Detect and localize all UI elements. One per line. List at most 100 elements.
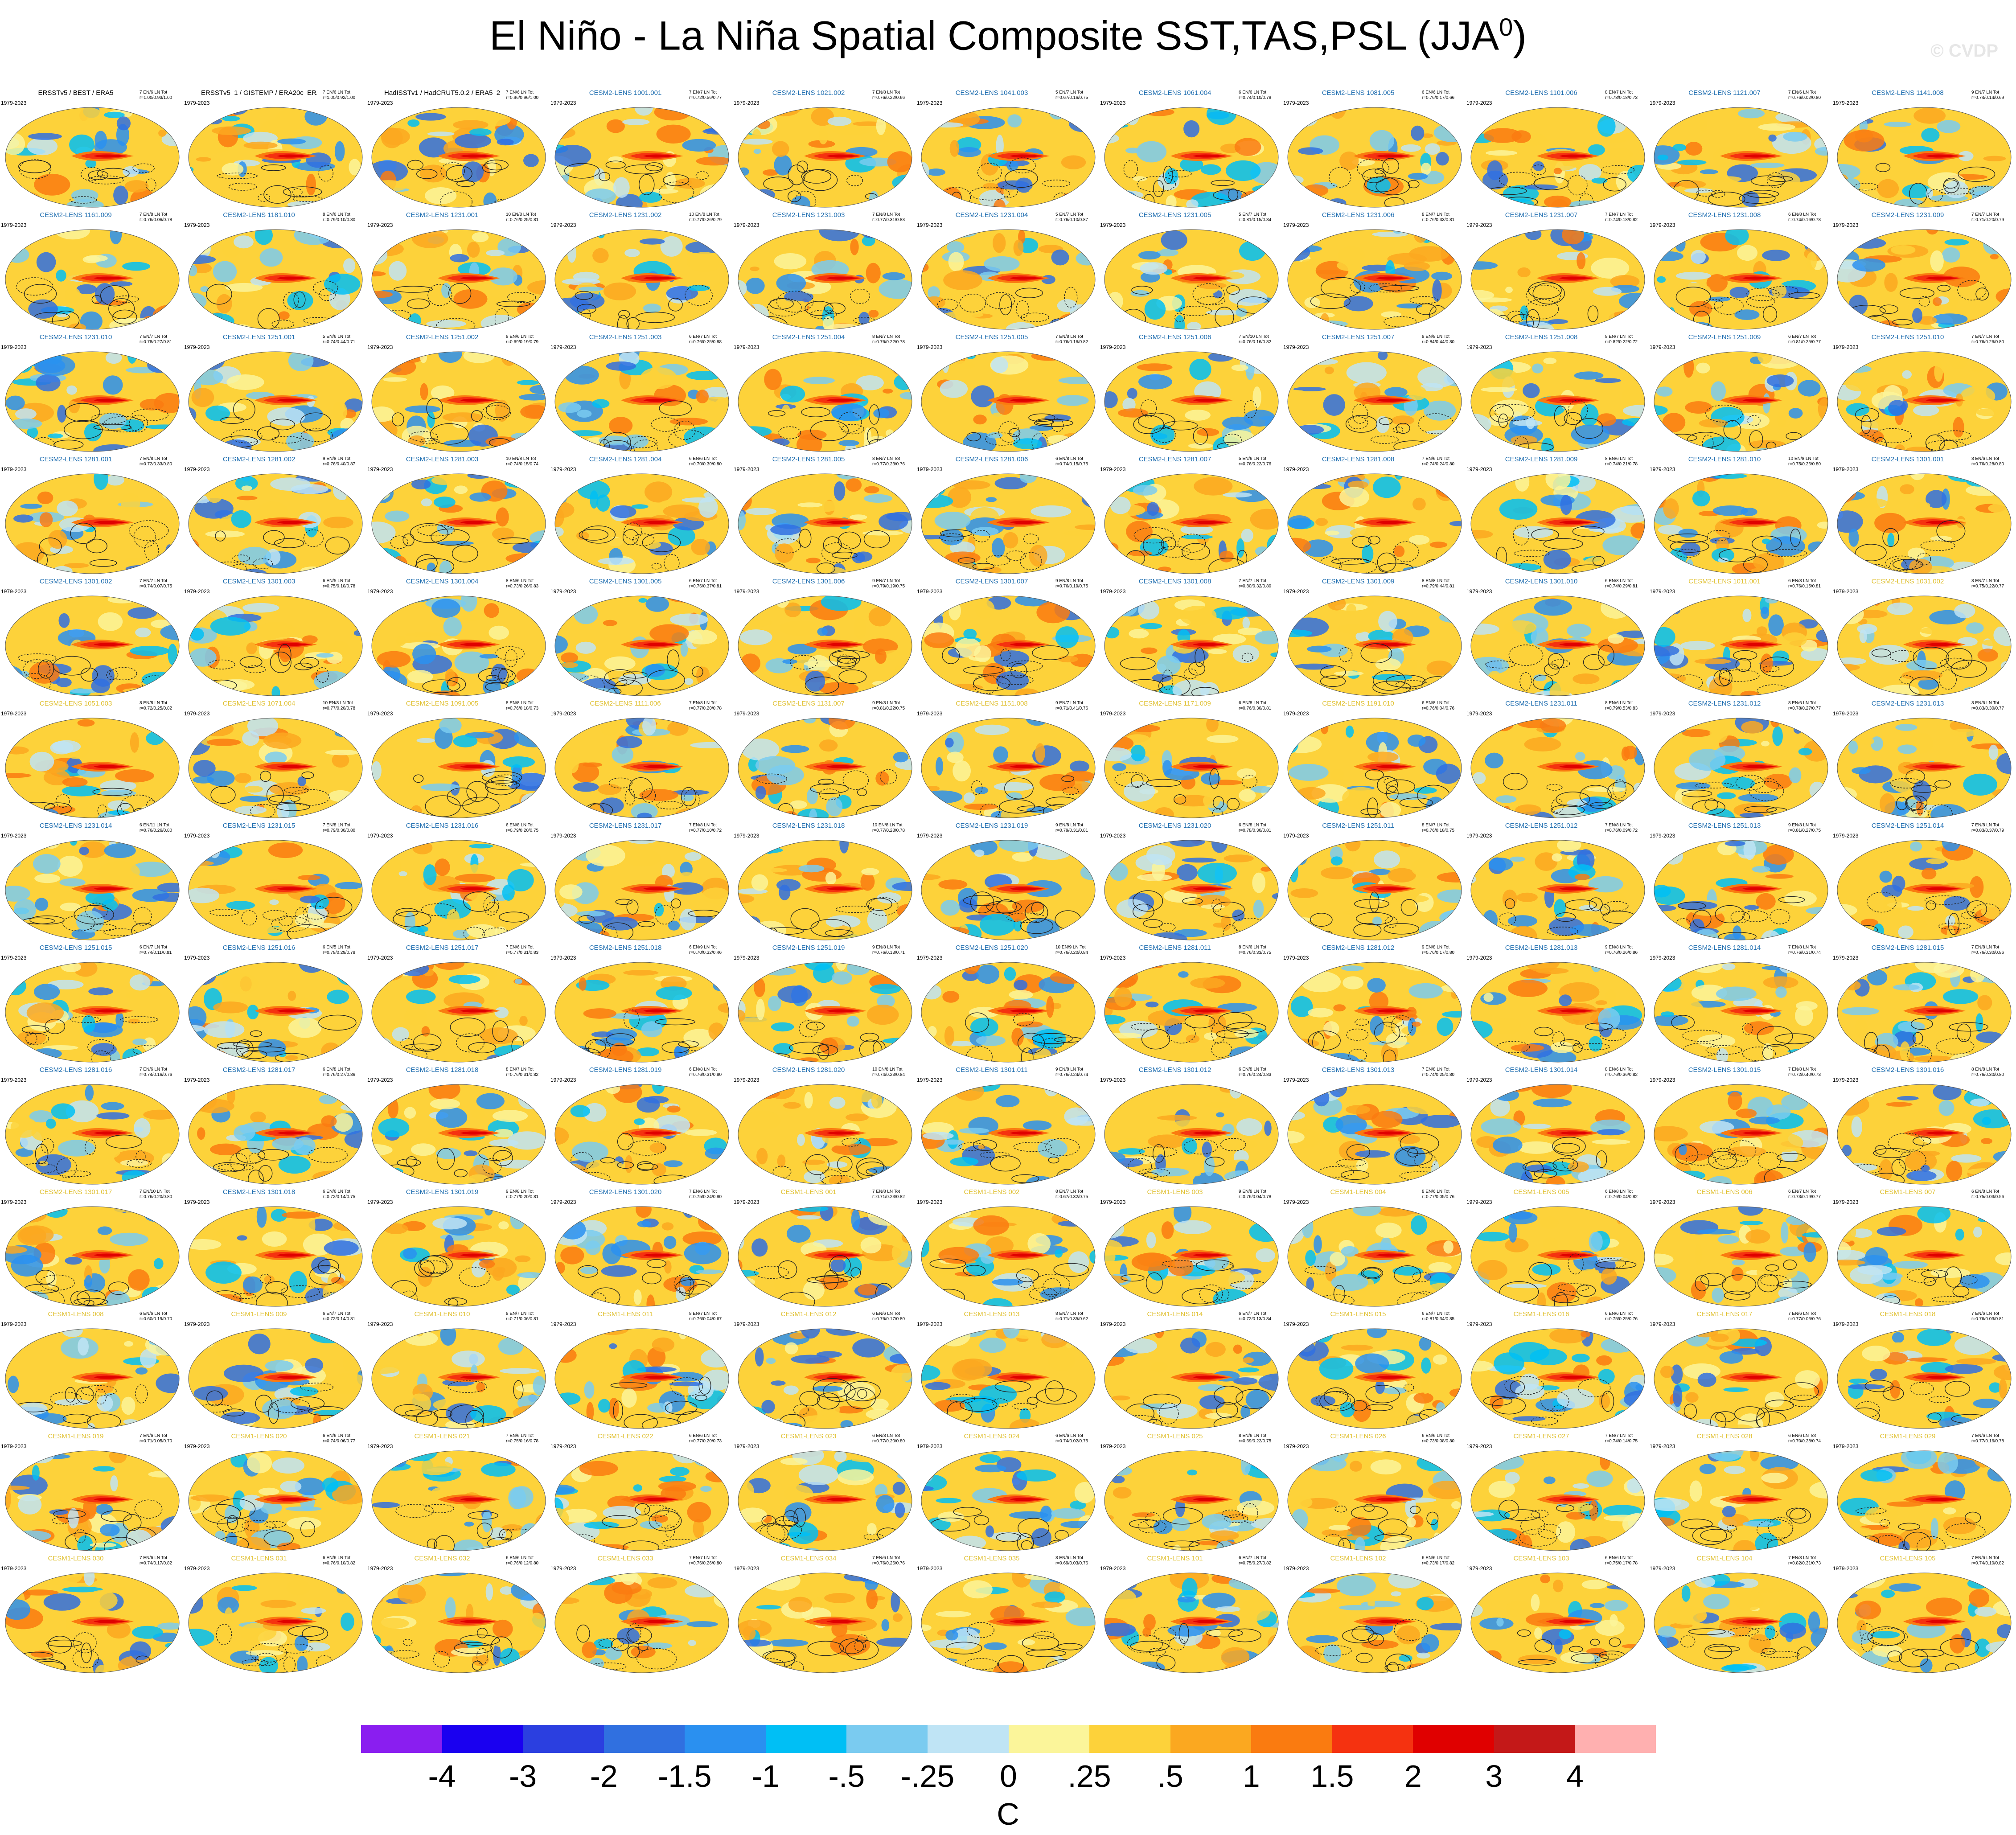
panel-stats: 6 EN/8 LN Tot r=0.75/0.03/0.56 [1971, 1189, 2004, 1199]
map-panel: CESM1-LENS 018 1979-2023 7 EN/6 LN Tot r=0… [1832, 1310, 2015, 1433]
composite-map [1837, 107, 2012, 208]
panel-period: 1979-2023 [1650, 588, 1675, 595]
panel-stats: 7 EN/8 LN Tot r=0.76/0.06/0.78 [140, 212, 172, 222]
panel-title: CESM2-LENS 1251.016 [222, 944, 296, 952]
panel-stats: 6 EN/8 LN Tot r=0.76/0.30/0.81 [1239, 701, 1272, 711]
panel-title: CESM2-LENS 1231.004 [955, 211, 1028, 219]
panel-stats: 8 EN/6 LN Tot r=0.76/0.33/0.75 [1239, 945, 1272, 955]
panel-period: 1979-2023 [1, 1321, 27, 1327]
panel-title: CESM2-LENS 1251.002 [406, 333, 479, 341]
panel-title: CESM2-LENS 1231.010 [39, 333, 112, 341]
composite-map [1654, 229, 1828, 330]
panel-stats: 5 EN/7 LN Tot r=0.81/0.15/0.84 [1239, 212, 1272, 222]
panel-stats: 6 EN/6 LN Tot r=0.74/0.10/0.78 [1239, 90, 1272, 100]
map-panel: CESM1-LENS 023 1979-2023 6 EN/8 LN Tot r=0… [733, 1433, 916, 1555]
map-panel: CESM1-LENS 105 1979-2023 7 EN/6 LN Tot r=0… [1832, 1555, 2015, 1677]
composite-map [1654, 1450, 1828, 1551]
panel-title: CESM2-LENS 1171.009 [1139, 700, 1211, 707]
map-panel: CESM2-LENS 1281.017 1979-2023 6 EN/8 LN To… [183, 1066, 366, 1188]
map-panel: CESM2-LENS 1231.015 1979-2023 7 EN/8 LN To… [183, 822, 366, 944]
composite-map [738, 1206, 912, 1307]
map-panel: CESM2-LENS 1251.015 1979-2023 6 EN/7 LN To… [0, 944, 183, 1066]
composite-map [1104, 962, 1279, 1063]
colorbar-tick-label: -2 [590, 1759, 618, 1794]
panel-period: 1979-2023 [1466, 1077, 1492, 1083]
panel-stats: 10 EN/8 LN Tot r=0.76/0.25/0.81 [506, 212, 539, 222]
colorbar-swatch [1494, 1725, 1575, 1753]
composite-map [5, 1084, 180, 1185]
panel-stats: 7 EN/8 LN Tot r=0.77/0.10/0.72 [689, 823, 722, 833]
panel-period: 1979-2023 [1466, 1565, 1492, 1572]
map-panel: CESM2-LENS 1301.006 1979-2023 9 EN/7 LN To… [733, 578, 916, 700]
map-panel: CESM1-LENS 014 1979-2023 6 EN/7 LN Tot r=0… [1099, 1310, 1282, 1433]
panel-period: 1979-2023 [550, 222, 576, 228]
panel-period: 1979-2023 [1650, 222, 1675, 228]
composite-map [1654, 107, 1828, 208]
panel-stats: 10 EN/8 LN Tot r=0.74/0.15/0.74 [506, 456, 539, 467]
panel-period: 1979-2023 [1, 466, 27, 472]
panel-period: 1979-2023 [184, 222, 210, 228]
panel-period: 1979-2023 [550, 710, 576, 717]
map-panel: CESM2-LENS 1281.013 1979-2023 9 EN/8 LN To… [1466, 944, 1649, 1066]
composite-map [1104, 473, 1279, 574]
map-panel: CESM2-LENS 1251.014 1979-2023 7 EN/8 LN To… [1832, 822, 2015, 944]
map-panel: CESM2-LENS 1281.009 1979-2023 8 EN/6 LN To… [1466, 456, 1649, 578]
colorbar-unit: C [997, 1797, 1019, 1831]
map-panel: CESM2-LENS 1231.009 1979-2023 7 EN/7 LN To… [1832, 211, 2015, 333]
panel-period: 1979-2023 [917, 1199, 943, 1205]
map-panel: CESM1-LENS 017 1979-2023 7 EN/6 LN Tot r=0… [1649, 1310, 1832, 1433]
panel-period: 1979-2023 [1, 1199, 27, 1205]
map-panel: CESM2-LENS 1301.011 1979-2023 9 EN/8 LN To… [916, 1066, 1099, 1188]
map-panel: CESM2-LENS 1111.006 1979-2023 7 EN/8 LN To… [550, 700, 733, 822]
panel-period: 1979-2023 [917, 955, 943, 961]
panel-title: CESM2-LENS 1301.018 [222, 1188, 296, 1196]
map-panel: CESM2-LENS 1301.019 1979-2023 9 EN/8 LN To… [366, 1188, 550, 1310]
panel-period: 1979-2023 [367, 466, 393, 472]
panel-stats: 7 EN/6 LN Tot r=0.71/0.05/0.70 [140, 1433, 172, 1444]
panel-title: CESM1-LENS 022 [597, 1433, 653, 1440]
panel-title: CESM2-LENS 1301.007 [955, 578, 1028, 585]
map-panel: CESM2-LENS 1041.003 1979-2023 5 EN/7 LN To… [916, 89, 1099, 211]
panel-title: CESM2-LENS 1031.002 [1871, 578, 1944, 585]
panel-period: 1979-2023 [917, 344, 943, 350]
composite-map [371, 1572, 546, 1673]
panel-title: CESM1-LENS 030 [48, 1555, 104, 1562]
map-panel: CESM2-LENS 1031.002 1979-2023 8 EN/7 LN To… [1832, 578, 2015, 700]
composite-map [1837, 1450, 2012, 1551]
panel-title: CESM2-LENS 1231.013 [1871, 700, 1944, 707]
panel-stats: 7 EN/6 LN Tot r=0.74/0.16/0.76 [140, 1067, 172, 1077]
composite-map [1837, 1084, 2012, 1185]
map-panel: CESM2-LENS 1301.007 1979-2023 9 EN/8 LN To… [916, 578, 1099, 700]
panel-title: CESM2-LENS 1281.008 [1322, 456, 1395, 463]
panel-stats: 6 EN/8 LN Tot r=0.76/0.04/0.82 [1605, 1189, 1638, 1199]
panel-stats: 7 EN/7 LN Tot r=0.80/0.32/0.80 [1239, 579, 1272, 589]
composite-map [188, 107, 363, 208]
map-panel: CESM2-LENS 1301.014 1979-2023 8 EN/6 LN To… [1466, 1066, 1649, 1188]
panel-title: CESM2-LENS 1021.002 [772, 89, 845, 97]
panel-title: CESM2-LENS 1301.011 [956, 1066, 1028, 1074]
panel-stats: 7 EN/6 LN Tot r=0.77/0.31/0.83 [506, 945, 539, 955]
panel-period: 1979-2023 [1833, 1077, 1859, 1083]
panel-stats: 8 EN/7 LN Tot r=0.76/0.22/0.78 [872, 334, 905, 345]
map-panel: CESM1-LENS 027 1979-2023 7 EN/7 LN Tot r=0… [1466, 1433, 1649, 1555]
composite-map [738, 718, 912, 818]
panel-period: 1979-2023 [1100, 833, 1126, 839]
composite-map [371, 840, 546, 940]
panel-stats: 7 EN/8 LN Tot r=0.77/0.20/0.78 [689, 701, 722, 711]
panel-period: 1979-2023 [550, 1199, 576, 1205]
composite-map [554, 1572, 729, 1673]
colorbar-tick-label: .25 [1068, 1759, 1111, 1794]
map-panel: CESM1-LENS 002 1979-2023 8 EN/7 LN Tot r=0… [916, 1188, 1099, 1310]
panel-period: 1979-2023 [734, 344, 760, 350]
composite-map [1837, 1572, 2012, 1673]
composite-map [1470, 107, 1645, 208]
panel-title: CESM2-LENS 1281.006 [955, 456, 1028, 463]
panel-title: CESM2-LENS 1301.003 [222, 578, 296, 585]
panel-period: 1979-2023 [1833, 1565, 1859, 1572]
panel-title: CESM1-LENS 007 [1880, 1188, 1936, 1196]
panel-title: CESM1-LENS 027 [1513, 1433, 1569, 1440]
panel-period: 1979-2023 [1650, 1321, 1675, 1327]
panel-title: CESM2-LENS 1251.020 [955, 944, 1028, 952]
panel-title: CESM2-LENS 1101.006 [1505, 89, 1577, 97]
map-panel: CESM2-LENS 1301.003 1979-2023 6 EN/5 LN To… [183, 578, 366, 700]
